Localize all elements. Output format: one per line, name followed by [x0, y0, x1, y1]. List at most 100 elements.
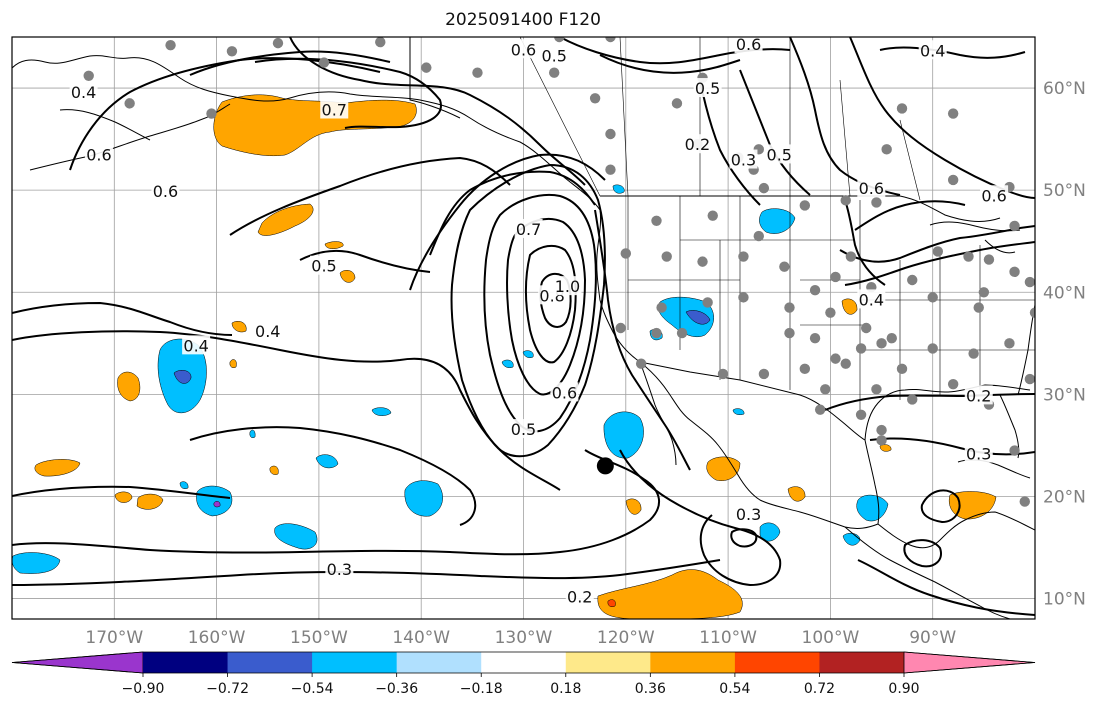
lon-tick-label: 150°W: [290, 628, 348, 648]
station-dot: [421, 62, 432, 73]
colorbar-tick-label: 0.72: [804, 681, 835, 697]
shade-positive-gulf: [257, 203, 314, 236]
contour-label-backdrop: [509, 419, 538, 439]
contour-line-0.4-northeast: [879, 46, 1026, 59]
shade-positive-14: [879, 444, 892, 452]
contour-label-backdrop: [540, 45, 569, 65]
station-dot: [825, 307, 836, 318]
station-dot: [1009, 445, 1020, 456]
contour-label: 0.4: [183, 336, 208, 355]
station-dot: [947, 108, 959, 119]
contour-label: 0.7: [516, 220, 541, 239]
shade-negative-15: [612, 184, 625, 194]
contour-line-0.4-east-wrap: [409, 153, 606, 291]
station-dot: [661, 251, 672, 262]
station-dot: [1019, 496, 1030, 507]
contour-line-0.2-south: [12, 559, 721, 586]
contour-label-backdrop: [325, 558, 354, 578]
colorbar-tick-label: −0.54: [291, 681, 334, 697]
colorbar-tick-label: −0.36: [375, 681, 418, 697]
shade-positive-12: [625, 498, 642, 515]
station-dot: [554, 37, 565, 43]
lat-tick-label: 60°N: [1043, 79, 1086, 99]
station-dot: [809, 285, 821, 296]
contour-label-layer: 0.6 0.5 0.6 0.4 0.4 0.7 0.6 0.6 0.2 0.3 0.5 0.5 0.6 0…: [69, 35, 1009, 607]
lon-tick-label: 160°W: [188, 628, 246, 648]
contour-label: 0.2: [966, 386, 991, 405]
contour-line-0.3-caribbean: [920, 489, 961, 524]
shade-negative-7: [12, 552, 61, 574]
contour-label-backdrop: [918, 40, 947, 60]
alaska-coast: [12, 55, 601, 211]
station-dot: [830, 353, 841, 364]
station-dot: [886, 333, 897, 344]
shade-negative-14: [759, 208, 796, 234]
station-dot: [605, 164, 616, 175]
contour-label-backdrop: [964, 385, 993, 405]
map-title: 2025091400 F120: [445, 10, 601, 30]
contour-line-0.6-northeast: [849, 37, 1035, 199]
station-dot: [1024, 373, 1035, 385]
latitude-tick-labels: 60°N 50°N 40°N 30°N 20°N 10°N: [1043, 79, 1086, 610]
station-dot: [651, 327, 662, 339]
contour-label: 0.3: [327, 560, 352, 579]
contour-label: 0.6: [736, 35, 761, 54]
us-canada-border: [600, 195, 1001, 222]
colorbar-bin: [143, 652, 229, 673]
contour-line-0.2-caribbean: [903, 539, 942, 568]
station-dot: [272, 37, 284, 49]
station-dot: [973, 302, 984, 313]
contour-line-0.2-northeast: [699, 79, 761, 206]
lat-tick-label: 20°N: [1043, 487, 1086, 507]
station-dot: [697, 256, 708, 267]
station-dot: [1024, 276, 1035, 288]
station-dot: [651, 215, 662, 226]
storm-center-marker: [596, 457, 614, 475]
contour-label: 0.6: [859, 179, 884, 198]
station-dot: [1004, 338, 1015, 349]
shade-positive-3: [231, 321, 247, 333]
lon-tick-label: 170°W: [85, 628, 143, 648]
station-dot: [318, 57, 330, 68]
contour-line-0.4-southwest: [189, 426, 477, 526]
contour-line-0.5-us-mid: [844, 199, 886, 286]
contour-label: 0.4: [255, 322, 280, 341]
station-dot: [830, 271, 841, 283]
station-dot: [784, 302, 795, 313]
station-dot: [947, 174, 959, 186]
shade-negative-11: [603, 411, 644, 459]
alaska-canada-border: [409, 37, 461, 119]
contour-line-0.4-us-east: [839, 225, 1035, 263]
station-dot: [809, 333, 821, 344]
station-dot: [615, 322, 626, 334]
colorbar-bin: [227, 652, 313, 673]
shade-positive-7: [136, 493, 164, 510]
station-dot: [165, 39, 176, 51]
station-dot: [799, 363, 811, 375]
contour-line-0.6-us-mid: [854, 200, 966, 231]
map-frame: [11, 36, 1036, 620]
shade-negative-10: [522, 350, 534, 359]
contour-line-0.4-south: [12, 301, 233, 336]
colorbar-bin: [819, 652, 905, 673]
colorbar-tick-label: 0.54: [719, 681, 750, 697]
station-dot: [840, 358, 851, 369]
station-dot: [226, 46, 238, 57]
lon-tick-label: 100°W: [802, 628, 860, 648]
colorbar-bin: [734, 652, 820, 673]
colorbar-bin: [650, 652, 736, 673]
colorbar-tick-label: 0.36: [635, 681, 666, 697]
shade-negative-5: [196, 485, 233, 517]
contour-line-0.6-main: [229, 156, 511, 236]
station-dot: [947, 378, 959, 390]
contour-line-0.5-outer: [429, 170, 691, 471]
contour-label-backdrop: [964, 443, 993, 463]
colorbar-tick-label: 0.90: [888, 681, 919, 697]
colorbar-tick-label: −0.18: [460, 681, 503, 697]
lon-tick-label: 90°W: [909, 628, 956, 648]
central-america-pacific: [844, 526, 1011, 619]
contour-label-backdrop: [310, 255, 339, 275]
contour-label-backdrop: [980, 185, 1009, 205]
contour-label: 0.5: [541, 46, 566, 65]
